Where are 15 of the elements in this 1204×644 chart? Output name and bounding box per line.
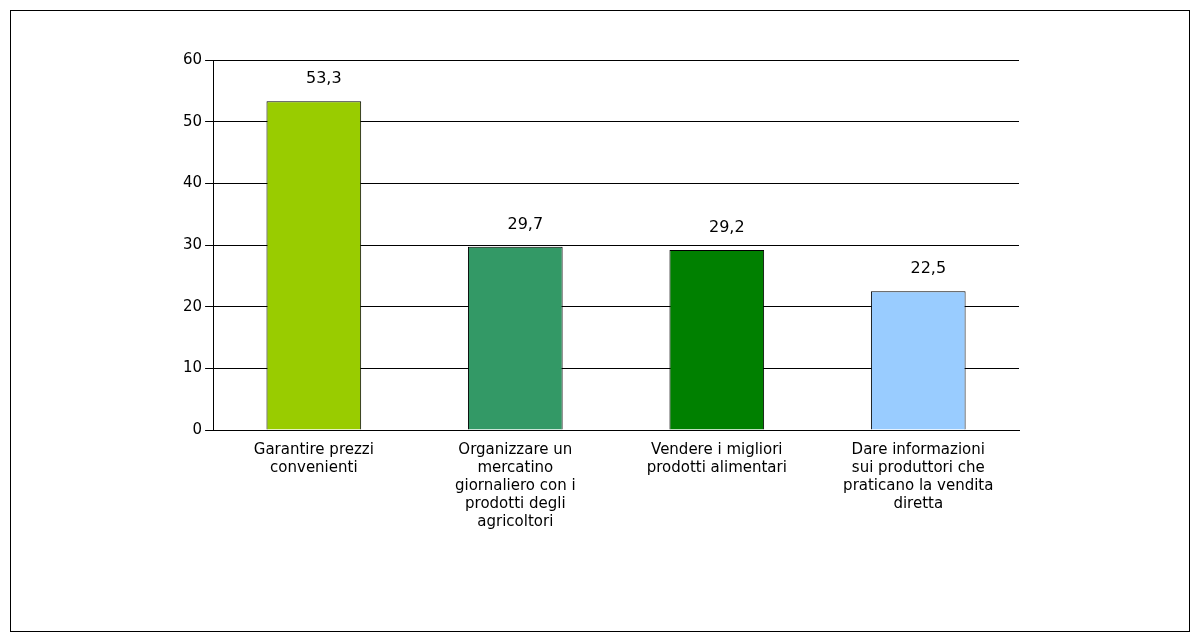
- data-label: 22,5: [910, 258, 947, 278]
- y-tick-label: 0: [192, 419, 203, 438]
- x-tick-label: Dare informazioni sui produttori che praticano la vendita diretta: [843, 439, 994, 512]
- x-tick-label: Organizzare un mercatino giornaliero con i prodotti degli agricoltori: [454, 439, 576, 530]
- data-label: 29,2: [708, 217, 745, 237]
- y-tick-label: 20: [182, 296, 203, 315]
- y-tick-label: 50: [182, 111, 203, 130]
- x-tick-label: Garantire prezzi convenienti: [253, 439, 374, 476]
- y-tick-label: 40: [182, 173, 203, 192]
- y-tick-label: 60: [182, 49, 203, 68]
- x-tick-label: Vendere i migliori prodotti alimentari: [646, 439, 787, 476]
- data-label: 53,3: [306, 68, 342, 88]
- data-label: 29,7: [507, 214, 544, 234]
- y-tick-label: 10: [182, 358, 203, 377]
- y-tick-label: 30: [182, 234, 203, 253]
